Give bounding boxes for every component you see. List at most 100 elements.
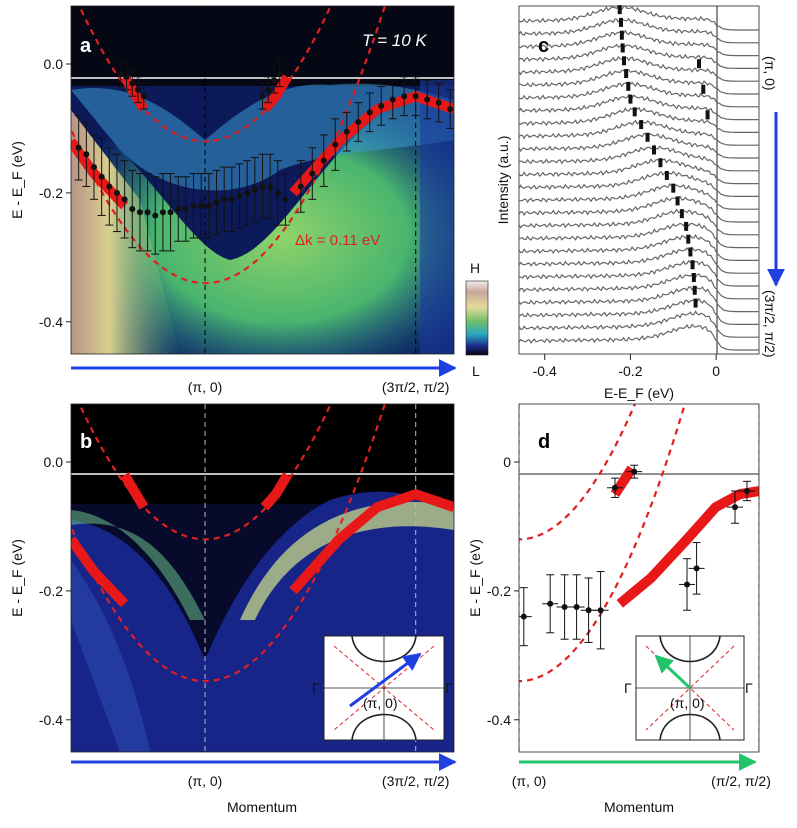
d-data-point (744, 488, 750, 494)
panel-a-ylabel: E - E_F (eV) (9, 141, 25, 219)
edc-curve (518, 233, 759, 261)
edc-curve (518, 68, 759, 95)
edc-curve (518, 182, 759, 210)
d-data-point (573, 604, 580, 610)
a-data-point (190, 202, 197, 209)
a-data-point (152, 212, 159, 219)
a-data-point (159, 209, 166, 216)
a-data-point (435, 99, 442, 106)
edc-curve (518, 55, 759, 82)
d-data-point (585, 607, 592, 614)
temperature-label: T = 10 K (362, 31, 427, 50)
panel-a-right-edge (420, 80, 454, 354)
a-data-point (113, 189, 120, 196)
panel-a-frame (70, 5, 455, 355)
inset-b-gamma-right: Γ (445, 680, 453, 696)
inset-b-point-label: (π, 0) (363, 695, 398, 711)
a-data-point (228, 196, 235, 203)
edc-curve (518, 323, 759, 351)
edc-curve (518, 158, 759, 185)
edc-peak-marker (619, 30, 624, 40)
edc-peak-marker (690, 260, 695, 270)
a-data-point (259, 183, 266, 190)
edc-peak-marker-second (697, 59, 701, 69)
edc-curve (518, 273, 759, 300)
inset-d-zone-boundary-2 (645, 645, 735, 731)
d-xtick-label: (π, 0) (512, 773, 547, 789)
d-dashed-band-upper (519, 404, 637, 541)
panel-b-frame (70, 403, 455, 753)
edc-peak-marker (679, 209, 684, 219)
edc-peak-marker (686, 234, 691, 244)
d-data-point (631, 468, 638, 475)
panel-b-left-weight (71, 560, 150, 752)
d-red-band-segment (610, 465, 636, 497)
edc-curve (518, 170, 759, 197)
a-data-point (198, 202, 205, 209)
panel-c-xlabel: E-E_F (eV) (604, 385, 674, 401)
edc-curve (518, 286, 759, 313)
a-data-point (106, 183, 113, 190)
a-data-point (221, 196, 228, 203)
d-red-band-segment (616, 486, 759, 608)
a-data-point (332, 141, 339, 148)
colorbar (465, 280, 489, 356)
inset-d-zone-boundary-1 (645, 645, 735, 731)
b-red-band-segment (260, 472, 292, 511)
panel-b-label: b (80, 431, 92, 453)
edc-peak-marker (688, 247, 693, 257)
edc-curve (518, 119, 759, 146)
d-xtick-label: (π/2, π/2) (711, 773, 771, 789)
a-red-band-segment (260, 74, 292, 113)
panel-c: c Intensity (a.u.) -0.4 -0.2 0 E-E_F (eV) … (495, 5, 785, 401)
edc-peak-marker (628, 94, 633, 104)
edc-curve (518, 5, 759, 31)
inset-b-gamma-left: Γ (312, 680, 320, 696)
a-data-point (270, 77, 277, 84)
edc-curve (518, 93, 759, 121)
panel-d: d 0 -0.2 -0.4 E - E_F (eV) (π, 0) (π/2, π/2… (467, 403, 771, 815)
a-data-point (343, 128, 350, 135)
a-data-point (83, 151, 90, 158)
inset-d-fermi-arc-bottom (659, 713, 721, 741)
edc-peak-marker (693, 298, 698, 308)
panel-a-dark-top (71, 6, 454, 86)
panel-a-spectral-weight (71, 90, 454, 354)
d-data-point (684, 581, 690, 588)
edc-curve (518, 29, 759, 57)
panel-b: b 0.0 -0.2 -0.4 E - E_F (eV) (π, 0) (3π/2, … (9, 403, 457, 815)
a-data-point (136, 209, 143, 216)
edc-curve (518, 144, 759, 172)
edc-peak-marker (624, 69, 629, 79)
b-red-band-segment (289, 489, 454, 595)
edc-peak-marker (619, 17, 623, 27)
edc-curve (518, 81, 759, 108)
panel-b-inset: Γ Γ (π, 0) (312, 635, 453, 741)
a-data-point (309, 170, 316, 177)
a-data-point (297, 183, 304, 190)
a-data-point (121, 196, 128, 203)
a-data-point (90, 164, 97, 171)
a-data-point (236, 193, 243, 200)
d-dashed-band-lower (519, 404, 687, 683)
edc-peak-marker (622, 56, 626, 66)
b-red-band-segment (71, 536, 129, 608)
a-ytick-label: 0.0 (44, 56, 64, 72)
edc-peak-marker (684, 221, 689, 231)
inset-d-gamma-left: Γ (624, 680, 632, 696)
edc-peak-marker (691, 272, 696, 282)
c-xtick-label: 0 (712, 363, 720, 379)
d-data-point (597, 607, 604, 614)
edc-peak-marker (626, 81, 631, 91)
a-data-point (167, 209, 174, 216)
a-data-point (366, 109, 373, 116)
edc-curve (518, 195, 759, 223)
d-ytick-label: 0 (503, 454, 511, 470)
d-data-point (547, 600, 554, 607)
b-red-band-segment (120, 472, 149, 510)
panel-b-green-band (71, 510, 205, 620)
a-ytick-label: -0.4 (39, 314, 63, 330)
b-ytick-label: -0.2 (39, 583, 63, 599)
edc-curve (518, 17, 759, 44)
